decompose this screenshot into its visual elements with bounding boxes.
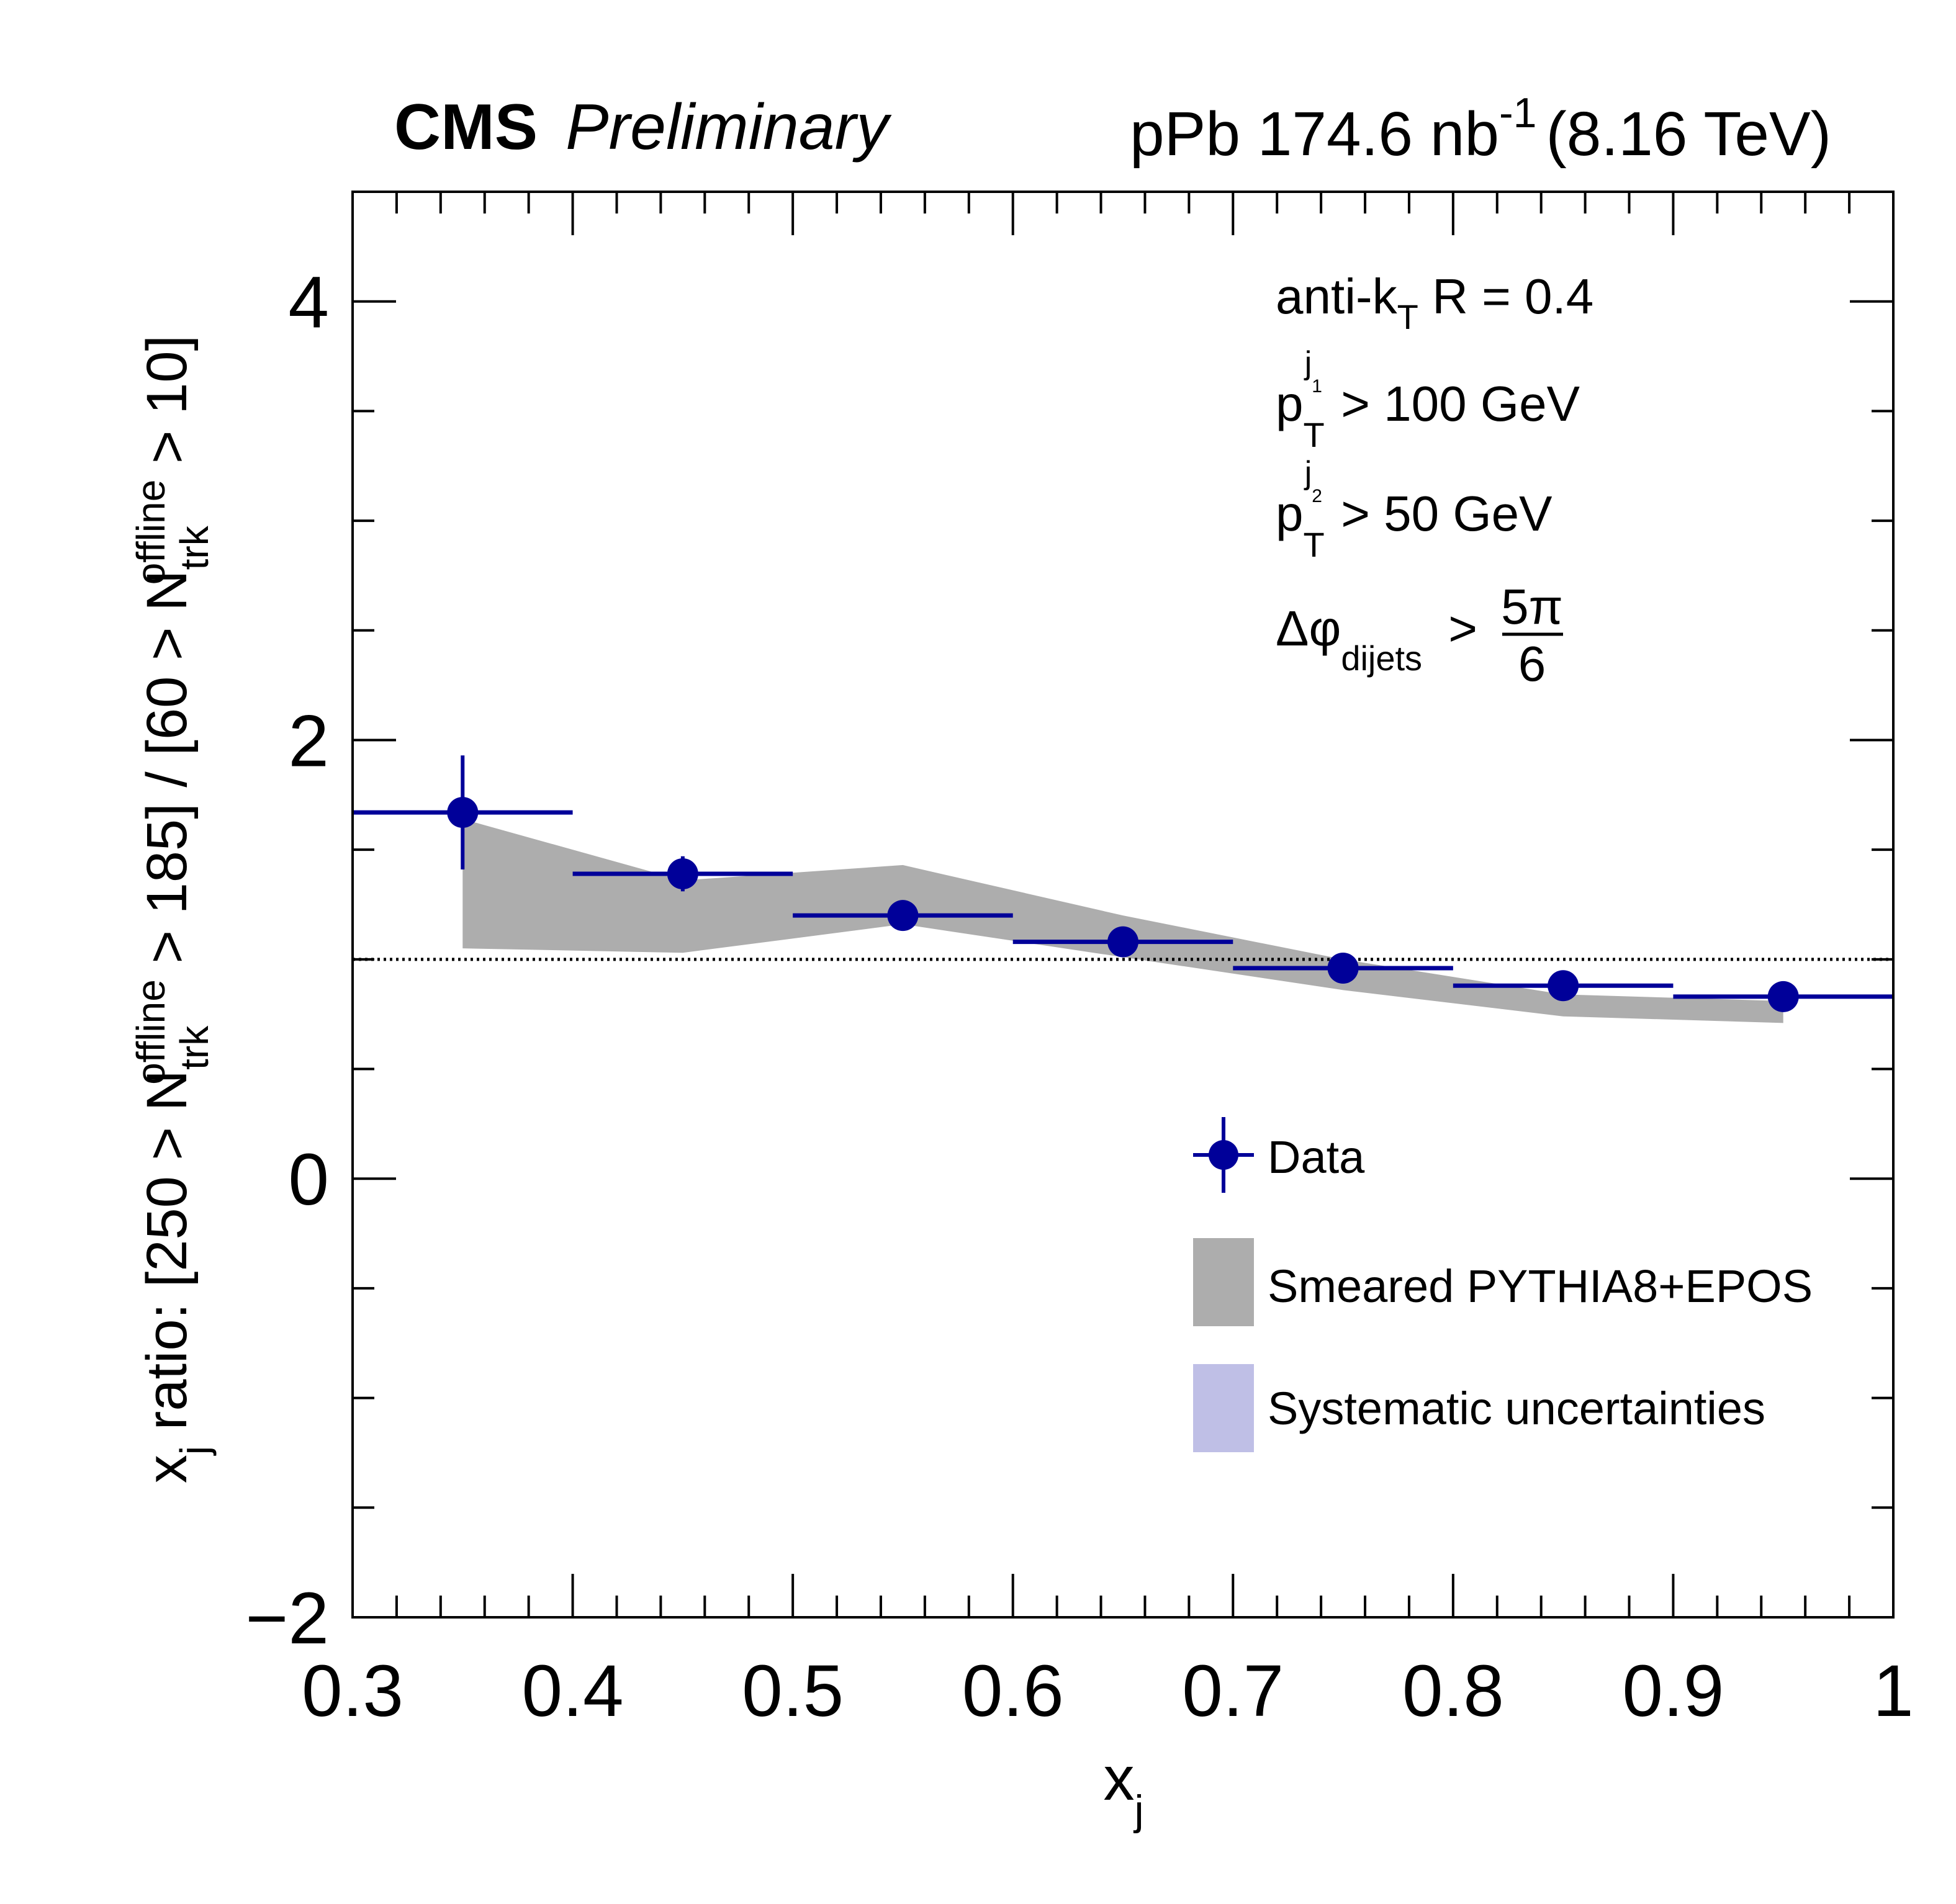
data-marker <box>1767 981 1799 1012</box>
data-point <box>1453 970 1674 1002</box>
x-tick-label: 0.8 <box>1402 1650 1504 1732</box>
y-label-part: > 185] / [60 > N <box>135 570 199 979</box>
status-label: Preliminary <box>566 91 892 163</box>
y-tick-label: 4 <box>288 262 329 344</box>
data-point <box>353 755 573 869</box>
pt2-cut-label: pTj2 > 50 GeV <box>1276 455 1553 564</box>
cms-header: CMS Preliminary <box>394 91 892 163</box>
x-tick-label: 1 <box>1873 1650 1914 1732</box>
y-tick-label: 2 <box>288 700 329 782</box>
data-marker <box>1327 952 1359 984</box>
y-label-part: j <box>172 1446 217 1456</box>
y-tick-label: −2 <box>245 1578 329 1659</box>
x-tick-label: 0.4 <box>522 1650 624 1732</box>
data-marker <box>667 858 698 890</box>
syst-swatch-icon <box>1193 1364 1254 1452</box>
experiment-label: CMS <box>394 91 538 163</box>
tick-labels: 0.3 0.4 0.5 0.6 0.7 0.8 0.9 1 −2 0 2 4 <box>245 262 1913 1732</box>
y-label-part: > 10] <box>135 335 199 480</box>
y-label-part: trk <box>172 1025 217 1070</box>
y-label-part: x <box>135 1455 199 1483</box>
data-marker-icon <box>1209 1140 1238 1170</box>
x-axis-label: xj <box>1103 1744 1143 1834</box>
pythia-swatch-icon <box>1193 1238 1254 1326</box>
x-tick-label: 0.9 <box>1622 1650 1724 1732</box>
legend-item-pythia: Smeared PYTHIA8+EPOS <box>1193 1238 1813 1326</box>
x-tick-label: 0.6 <box>962 1650 1064 1732</box>
data-points <box>353 755 1893 1012</box>
data-point <box>1233 952 1453 984</box>
x-tick-label: 0.7 <box>1182 1650 1284 1732</box>
dphi-denominator: 6 <box>1518 636 1546 691</box>
data-point <box>1673 981 1893 1012</box>
legend-label-data: Data <box>1268 1131 1365 1183</box>
plot-frame <box>351 191 1895 1619</box>
legend-item-data: Data <box>1193 1117 1365 1193</box>
y-tick-label: 0 <box>288 1139 329 1221</box>
dphi-numerator: 5π <box>1501 579 1563 634</box>
y-label-part: offline <box>128 979 173 1085</box>
y-label-part: trk <box>172 525 217 570</box>
data-marker <box>447 797 479 829</box>
pt1-cut-label: pTj1 > 100 GeV <box>1276 345 1580 454</box>
pythia-band <box>462 819 1783 1023</box>
lumi-unit-sup: -1 <box>1499 89 1536 137</box>
pythia-band-area <box>462 819 1783 1023</box>
dphi-cut-label: Δφdijets > <box>1276 601 1477 678</box>
y-label-part: offline <box>128 480 173 585</box>
energy-text: (8.16 TeV) <box>1546 99 1831 169</box>
legend-item-syst: Systematic uncertainties <box>1193 1364 1765 1452</box>
data-point <box>793 900 1013 932</box>
axis-ticks <box>351 191 1895 1619</box>
data-marker <box>1107 926 1138 958</box>
data-marker <box>1548 970 1579 1002</box>
data-marker <box>887 900 919 932</box>
jet-algo-label: anti-kT R = 0.4 <box>1276 269 1593 336</box>
data-point <box>572 856 793 892</box>
lumi-text: pPb 174.6 nb <box>1130 99 1499 169</box>
y-label-part: ratio: [250 > N <box>135 1070 199 1446</box>
legend-label-pythia: Smeared PYTHIA8+EPOS <box>1268 1260 1813 1312</box>
x-tick-label: 0.3 <box>302 1650 403 1732</box>
legend: Data Smeared PYTHIA8+EPOS Systematic unc… <box>1193 1117 1813 1452</box>
y-axis-label: xj ratio: [250 > Ntrkoffline > 185] / [6… <box>128 335 217 1483</box>
lumi-header: pPb 174.6 nb-1 (8.16 TeV) <box>1130 89 1831 169</box>
selection-annotations: anti-kT R = 0.4 pTj1 > 100 GeV pTj2 > 50… <box>1276 269 1593 691</box>
x-tick-label: 0.5 <box>742 1650 844 1732</box>
legend-label-syst: Systematic uncertainties <box>1268 1383 1765 1434</box>
data-point <box>1012 926 1233 958</box>
